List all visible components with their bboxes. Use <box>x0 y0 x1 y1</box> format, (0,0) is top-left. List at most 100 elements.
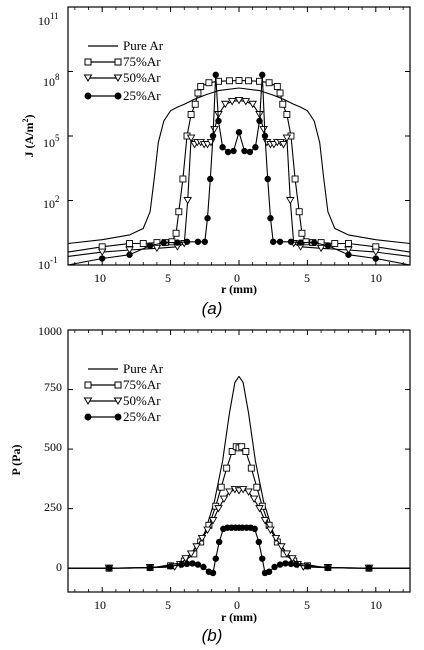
legend-label: 25%Ar <box>123 409 161 424</box>
series-50ar-point <box>221 100 230 109</box>
series-50ar-point <box>186 550 196 558</box>
series-25ar-point <box>224 148 232 156</box>
series-75ar-point <box>197 83 205 90</box>
ytick-label-b: 750 <box>44 380 62 394</box>
series-75ar-point <box>217 483 225 491</box>
legend-marker <box>113 74 123 82</box>
series-50ar-point <box>282 134 292 142</box>
series-50ar-point <box>279 141 288 149</box>
series-50ar-point <box>271 534 281 543</box>
legend-marker <box>114 58 122 66</box>
xtick-label-b: 10 <box>94 598 106 612</box>
series-25ar-point <box>204 215 211 222</box>
series-25ar-point <box>276 238 284 245</box>
series-25ar-point <box>324 564 332 571</box>
series-25ar-point <box>215 538 223 546</box>
ytick-label-a: 1011 <box>38 11 59 28</box>
legend-label: 50%Ar <box>123 393 161 408</box>
legend-marker <box>114 413 122 421</box>
series-25ar-point <box>215 117 222 125</box>
series-25ar-point <box>146 564 154 571</box>
legend-marker <box>113 397 123 405</box>
ytick-label-b: 250 <box>44 500 62 514</box>
series-75ar-point <box>223 464 231 472</box>
series-50ar-point <box>286 197 295 205</box>
series-75ar-point <box>245 77 253 85</box>
series-25ar-point <box>259 71 266 79</box>
series-50ar-point <box>238 486 248 494</box>
ytick-label-a: 102 <box>43 194 60 211</box>
series-50ar-point <box>282 550 292 558</box>
caption-a: (a) <box>202 299 223 318</box>
series-50ar-point <box>255 505 264 513</box>
series-25ar-point <box>259 555 266 562</box>
series-75ar-point <box>187 111 195 118</box>
series-25ar-point <box>99 255 106 262</box>
series-75ar-point <box>331 240 339 247</box>
caption-b: (b) <box>202 626 223 645</box>
series-25ar-point <box>265 568 273 575</box>
series-25ar-point <box>235 129 243 136</box>
series-75ar-point <box>235 77 243 84</box>
series-75ar-point <box>139 240 147 247</box>
series-25ar-point <box>212 71 219 79</box>
series-75ar-point <box>273 83 281 90</box>
series-25ar-point <box>200 563 207 571</box>
series-25ar-point <box>178 561 185 568</box>
series-50ar-point <box>152 244 162 253</box>
series-25ar-point <box>230 147 237 155</box>
series-25ar-point <box>264 175 271 183</box>
legend-marker <box>84 413 92 421</box>
xlabel-b: r (mm) <box>221 610 257 624</box>
plot-frame-b <box>67 329 411 593</box>
legend-label: 50%Ar <box>123 70 161 85</box>
series-25ar-point <box>174 239 181 246</box>
xlabel-a: r (mm) <box>221 282 257 296</box>
series-50ar-point <box>210 126 219 134</box>
series-25ar-point <box>345 251 352 258</box>
series-50ar-point <box>260 517 270 525</box>
legend-a: Pure Ar 75%Ar 50%Ar 25%Ar <box>83 38 164 103</box>
legend-label: Pure Ar <box>123 38 164 53</box>
series-75ar-point <box>194 89 202 97</box>
series-50ar-point <box>248 100 257 109</box>
series-50ar-point <box>186 134 196 142</box>
series-pure-ar-line <box>68 375 410 569</box>
series-50ar-point <box>197 534 207 543</box>
series-50ar-point <box>241 98 251 106</box>
series-25ar-point <box>252 144 259 151</box>
series-25ar-point <box>270 238 277 245</box>
series-50ar-point <box>234 97 244 105</box>
series-75ar-point <box>225 77 233 85</box>
series-50ar-point <box>125 246 134 254</box>
series-75ar-point <box>172 229 180 237</box>
series-50ar-point <box>259 126 268 134</box>
series-75ar-point <box>191 100 199 108</box>
series-50ar-point <box>316 244 326 253</box>
series-25ar-point <box>251 525 258 533</box>
xtick-label-a: 5 <box>304 271 310 285</box>
xtick-label-a: 0 <box>234 271 240 285</box>
legend-label: 25%Ar <box>123 88 161 103</box>
series-25ar-point <box>201 238 208 245</box>
series-25ar-point <box>311 239 318 246</box>
series-25ar-point <box>183 560 191 568</box>
series-50ar-point <box>277 543 286 551</box>
series-50ar-point <box>183 197 192 205</box>
series-50ar-point <box>214 505 223 513</box>
series-75ar-point <box>298 229 306 237</box>
ylabel-b: P (Pa) <box>9 445 23 476</box>
series-25ar-point <box>160 239 167 246</box>
ytick-label-a: 105 <box>43 133 60 150</box>
series-25ar-point <box>255 538 263 546</box>
series-50ar-point <box>266 526 275 534</box>
series-25ar-point <box>276 561 284 568</box>
series-25ar-point <box>241 147 248 155</box>
series-25ar-point <box>194 561 202 568</box>
ytick-label-b: 1000 <box>38 324 62 338</box>
legend-marker <box>114 92 122 100</box>
legend-marker <box>83 74 93 82</box>
xtick-label-b: 10 <box>370 598 382 612</box>
series-25ar-point <box>261 132 269 140</box>
panel-b: 0 250 500 750 1000 10 5 0 5 10 r (mm) P … <box>9 324 411 645</box>
